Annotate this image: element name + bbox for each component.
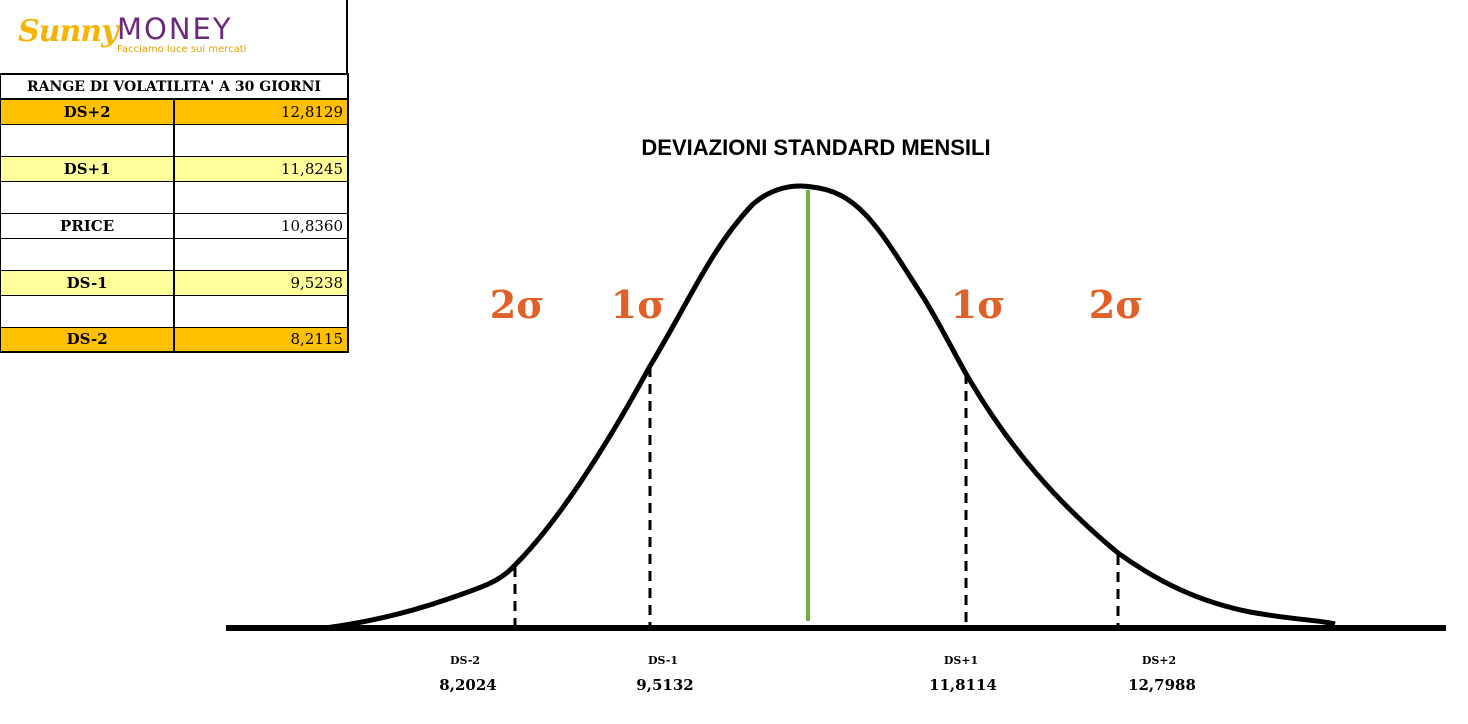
table-spacer-row: [0, 237, 349, 271]
tick-value-ds-plus-1: 11,8114: [929, 676, 997, 694]
row-value-ds-plus-1: 11,8245: [173, 155, 349, 182]
table-spacer-row: [0, 180, 349, 214]
logo-brand-sunny: Sunny: [18, 14, 119, 49]
row-value-price: 10,8360: [173, 212, 349, 239]
table-spacer-row: [0, 123, 349, 157]
sigma-label-right-2: 2σ: [1089, 282, 1143, 327]
volatility-table: RANGE DI VOLATILITA' A 30 GIORNI DS+2 12…: [0, 73, 349, 353]
table-row: DS-1 9,5238: [0, 269, 349, 296]
table-title: RANGE DI VOLATILITA' A 30 GIORNI: [0, 73, 349, 100]
row-label-ds-plus-1: DS+1: [0, 155, 176, 182]
table-row: PRICE 10,8360: [0, 212, 349, 239]
chart-title: DEVIAZIONI STANDARD MENSILI: [641, 135, 990, 160]
table-row: DS+2 12,8129: [0, 98, 349, 125]
row-label-ds-minus-2: DS-2: [0, 326, 176, 353]
bell-curve: [324, 183, 1336, 631]
sigma-label-left-1: 1σ: [611, 282, 665, 327]
row-value-ds-minus-1: 9,5238: [173, 269, 349, 296]
row-label-price: PRICE: [0, 212, 176, 239]
table-row: DS+1 11,8245: [0, 155, 349, 182]
row-value-ds-plus-2: 12,8129: [173, 98, 349, 125]
row-value-ds-minus-2: 8,2115: [173, 326, 349, 353]
logo-tagline: Facciamo luce sui mercati: [117, 44, 247, 55]
table-row: DS-2 8,2115: [0, 326, 349, 353]
logo-brand-money: MONEY: [117, 12, 233, 46]
row-label-ds-minus-1: DS-1: [0, 269, 176, 296]
tick-label-ds-minus-2: DS-2: [450, 654, 480, 667]
tick-value-ds-plus-2: 12,7988: [1128, 676, 1196, 694]
logo: Sunny MONEY Facciamo luce sui mercati: [0, 0, 348, 73]
table-spacer-row: [0, 294, 349, 328]
tick-value-ds-minus-2: 8,2024: [439, 676, 496, 694]
sigma-label-left-2: 2σ: [490, 282, 544, 327]
sigma-label-right-1: 1σ: [951, 282, 1005, 327]
tick-label-ds-plus-2: DS+2: [1142, 654, 1176, 667]
tick-value-ds-minus-1: 9,5132: [636, 676, 693, 694]
tick-label-ds-minus-1: DS-1: [648, 654, 678, 667]
tick-label-ds-plus-1: DS+1: [944, 654, 978, 667]
